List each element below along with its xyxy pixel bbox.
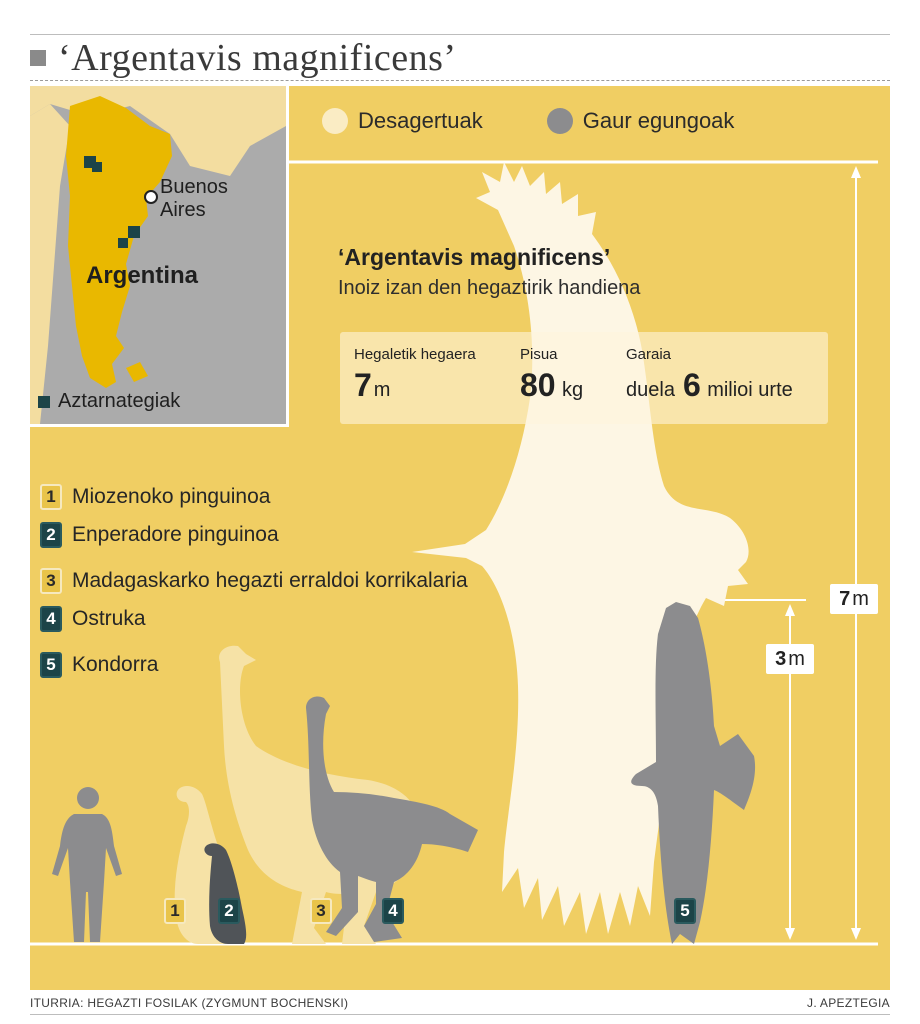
condor-silhouette bbox=[631, 602, 756, 944]
species-name: Miozenoko pinguinoa bbox=[72, 485, 271, 508]
species-number-badge: 2 bbox=[40, 522, 62, 548]
condor-arrow-top bbox=[785, 604, 795, 616]
figure-badge-5: 5 bbox=[674, 898, 696, 924]
wingspan-arrow-top bbox=[851, 166, 861, 178]
stat-unit: milioi urte bbox=[707, 379, 793, 401]
species-number-badge: 1 bbox=[40, 484, 62, 510]
scale-value: 7 bbox=[839, 587, 851, 610]
ostrich-silhouette bbox=[306, 696, 478, 942]
tierra-del-fuego bbox=[126, 362, 148, 382]
map-shape bbox=[30, 86, 286, 424]
map-legend-label: Aztarnategiak bbox=[58, 390, 181, 412]
list-item: 3 Madagaskarko hegazti erraldoi korrikal… bbox=[40, 568, 468, 594]
chile-shape bbox=[30, 104, 70, 424]
top-rule bbox=[30, 34, 890, 35]
title-square-icon bbox=[30, 50, 46, 66]
author-credit: J. APEZTEGIA bbox=[807, 996, 890, 1010]
stat-weight: Pisua 80 kg bbox=[520, 346, 583, 404]
human-silhouette bbox=[52, 787, 122, 942]
stat-label: Hegaletik hegaera bbox=[354, 346, 476, 363]
species-name: Kondorra bbox=[72, 653, 159, 676]
figure-badge-3: 3 bbox=[310, 898, 332, 924]
colour-legend: Desagertuak Gaur egungoak bbox=[322, 108, 734, 134]
legend-extinct-label: Desagertuak bbox=[358, 108, 483, 133]
species-name: Ostruka bbox=[72, 607, 146, 630]
page-title: ‘Argentavis magnificens’ bbox=[58, 37, 457, 79]
map-legend: Aztarnategiak bbox=[38, 390, 180, 413]
info-title: ‘Argentavis magnificens’ bbox=[338, 244, 611, 270]
list-item: 5 Kondorra bbox=[40, 652, 158, 678]
stat-prefix: duela bbox=[626, 379, 675, 401]
extinct-dot-icon bbox=[322, 108, 348, 134]
scale-unit: m bbox=[788, 647, 805, 670]
figure-badge-4: 4 bbox=[382, 898, 404, 924]
living-dot-icon bbox=[546, 108, 573, 134]
stat-unit: m bbox=[373, 379, 391, 401]
fossil-site-marker bbox=[92, 162, 102, 172]
figure-badge-2: 2 bbox=[218, 898, 240, 924]
stat-value: 80 bbox=[520, 367, 556, 403]
header: ‘Argentavis magnificens’ bbox=[30, 37, 457, 79]
fossil-site-marker bbox=[118, 238, 128, 248]
stat-label: Garaia bbox=[626, 346, 672, 363]
species-number-badge: 3 bbox=[40, 568, 62, 594]
stat-label: Pisua bbox=[520, 346, 558, 363]
fossil-site-marker bbox=[128, 226, 140, 238]
bottom-rule bbox=[30, 1014, 890, 1015]
city-marker-icon bbox=[144, 190, 158, 204]
fossil-site-legend-icon bbox=[38, 395, 50, 408]
stat-age: Garaia duela 6 milioi urte bbox=[626, 346, 793, 404]
wingspan-arrow-bottom bbox=[851, 928, 861, 940]
country-label: Argentina bbox=[86, 262, 199, 289]
species-name: Enperadore pinguinoa bbox=[72, 523, 279, 546]
stat-value: 7 bbox=[354, 367, 372, 403]
main-panel: Buenos Aires Argentina Aztarnategiak Des… bbox=[30, 86, 890, 990]
list-item: 2 Enperadore pinguinoa bbox=[40, 522, 279, 548]
stat-value: 6 bbox=[682, 367, 701, 403]
species-number-badge: 5 bbox=[40, 652, 62, 678]
title-divider bbox=[30, 80, 890, 81]
scale-value: 3 bbox=[775, 647, 787, 670]
list-item: 4 Ostruka bbox=[40, 606, 146, 632]
source-credit: ITURRIA: HEGAZTI FOSILAK (ZYGMUNT BOCHEN… bbox=[30, 996, 349, 1010]
city-label: Buenos Aires bbox=[160, 176, 228, 221]
silhouettes-art bbox=[30, 160, 878, 946]
figure-badge-1: 1 bbox=[164, 898, 186, 924]
map-inset: Buenos Aires Argentina Aztarnategiak bbox=[30, 86, 289, 427]
info-subtitle: Inoiz izan den hegaztirik handiena bbox=[338, 277, 641, 299]
condor-arrow-bottom bbox=[785, 928, 795, 940]
species-number-badge: 4 bbox=[40, 606, 62, 632]
stat-unit: kg bbox=[562, 379, 584, 401]
species-name: Madagaskarko hegazti erraldoi korrikalar… bbox=[72, 569, 468, 592]
scale-unit: m bbox=[852, 587, 869, 610]
list-item: 1 Miozenoko pinguinoa bbox=[40, 484, 270, 510]
legend-living-label: Gaur egungoak bbox=[582, 108, 735, 133]
